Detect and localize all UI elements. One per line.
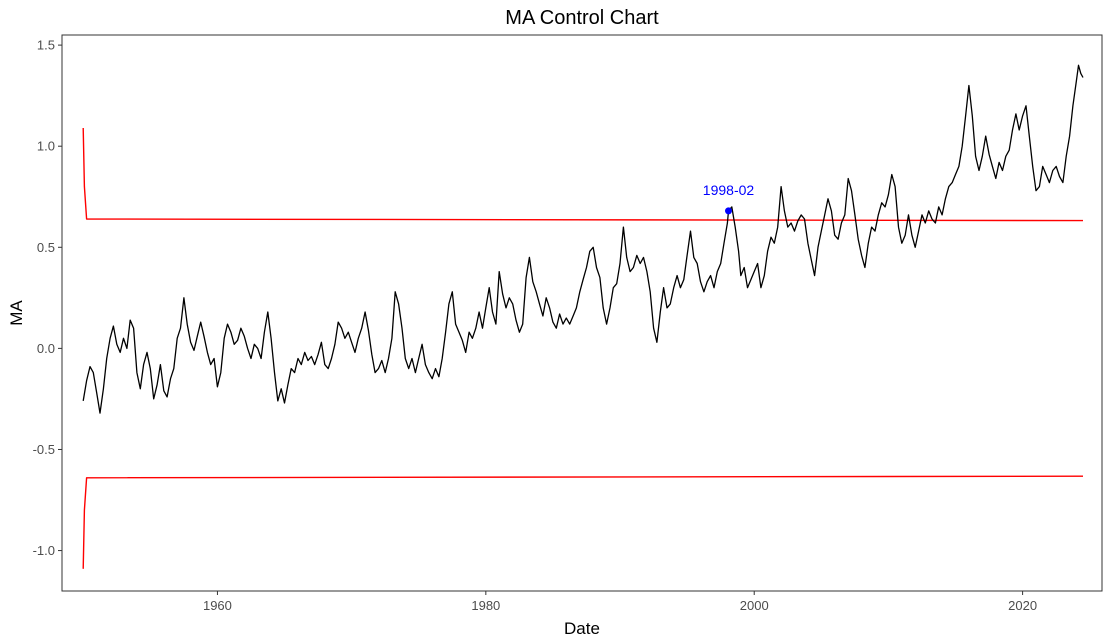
y-axis-title: MA [7,300,26,326]
upper-control-limit [82,127,1084,222]
y-tick-label: -1.0 [33,543,55,558]
x-axis: 1960 1980 2000 2020 [203,598,1037,613]
x-tick-label: 2000 [740,598,769,613]
highlight-point-label: 1998-02 [703,182,755,198]
y-tick-label: 0.0 [37,341,55,356]
ma-series-line [82,64,1084,414]
y-tick-label: -0.5 [33,442,55,457]
plot-area [58,44,1084,595]
y-tick-label: 1.5 [37,38,55,53]
highlight-point [724,207,732,215]
y-tick-label: 1.0 [37,139,55,154]
lower-control-limit [82,475,1084,569]
x-tick-label: 2020 [1008,598,1037,613]
x-axis-title: Date [564,619,600,638]
x-tick-label: 1980 [471,598,500,613]
panel-border [61,34,1103,592]
y-tick-label: 0.5 [37,240,55,255]
chart-title: MA Control Chart [505,7,659,29]
x-tick-label: 1960 [203,598,232,613]
y-axis: -1.0 -0.5 0.0 0.5 1.0 1.5 [33,38,55,558]
